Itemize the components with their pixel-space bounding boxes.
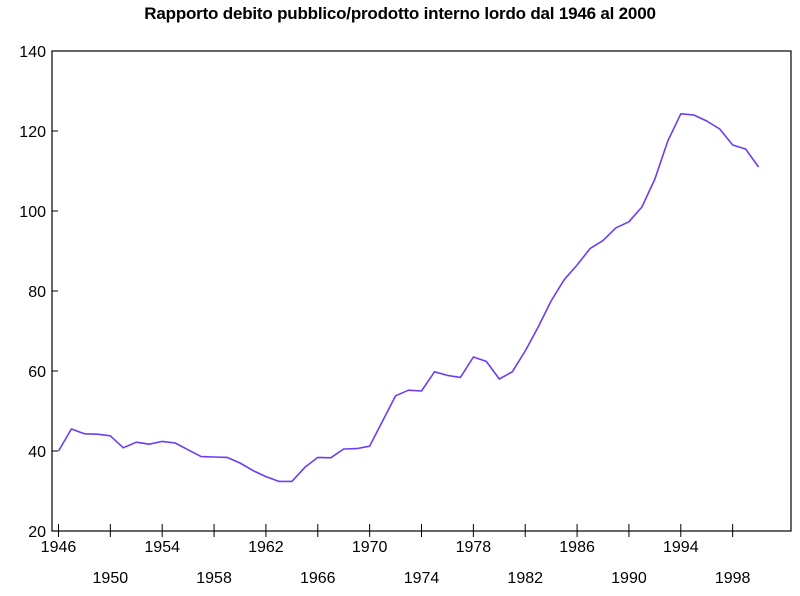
data-point <box>641 206 642 207</box>
x-tick-label: 1958 <box>196 570 232 587</box>
data-point <box>538 326 539 327</box>
data-point <box>434 371 435 372</box>
data-point <box>175 442 176 443</box>
data-point <box>745 148 746 149</box>
data-point <box>602 240 603 241</box>
data-point <box>758 166 759 167</box>
data-point <box>512 371 513 372</box>
data-point <box>693 114 694 115</box>
x-tick-label: 1950 <box>93 570 129 587</box>
y-tick-label: 80 <box>28 284 46 301</box>
x-tick-label: 1962 <box>248 539 284 556</box>
x-tick-label: 1954 <box>144 539 180 556</box>
x-tick-label: 1974 <box>404 570 440 587</box>
data-point <box>226 457 227 458</box>
data-point <box>330 457 331 458</box>
data-point <box>706 120 707 121</box>
data-point <box>719 128 720 129</box>
y-tick-label: 20 <box>28 524 46 541</box>
data-point <box>58 450 59 451</box>
data-point <box>252 470 253 471</box>
x-tick-label: 1998 <box>715 570 751 587</box>
data-point <box>576 264 577 265</box>
data-point <box>71 428 72 429</box>
x-tick-label: 1978 <box>456 539 492 556</box>
y-tick-label: 40 <box>28 444 46 461</box>
plot-frame <box>51 50 792 532</box>
data-point <box>110 435 111 436</box>
y-tick-label: 100 <box>19 204 46 221</box>
data-point <box>732 144 733 145</box>
y-tick-label: 60 <box>28 364 46 381</box>
data-point <box>304 467 305 468</box>
data-point <box>149 444 150 445</box>
data-point <box>278 481 279 482</box>
data-point <box>421 390 422 391</box>
x-tick-label: 1986 <box>559 539 595 556</box>
ticks: 20 40 60 80 100 120 140 1946 1954 1962 1970 1978 198… <box>19 44 750 587</box>
data-point <box>525 350 526 351</box>
data-point <box>200 456 201 457</box>
data-point <box>123 447 124 448</box>
y-tick-label: 140 <box>19 44 46 61</box>
data-point <box>356 448 357 449</box>
data-point <box>343 448 344 449</box>
x-tick-label: 1970 <box>352 539 388 556</box>
data-point <box>473 356 474 357</box>
data-point <box>382 420 383 421</box>
data-point <box>589 248 590 249</box>
data-point <box>499 378 500 379</box>
data-point <box>369 446 370 447</box>
data-point <box>615 227 616 228</box>
x-tick-label: 1990 <box>611 570 647 587</box>
y-tick-label: 120 <box>19 124 46 141</box>
data-point <box>667 140 668 141</box>
data-point <box>265 476 266 477</box>
data-point <box>213 456 214 457</box>
data-point <box>291 481 292 482</box>
data-point <box>408 390 409 391</box>
data-point <box>551 300 552 301</box>
data-point <box>162 441 163 442</box>
axes <box>51 50 792 532</box>
data-point <box>188 449 189 450</box>
data-point <box>654 178 655 179</box>
x-tick-label: 1982 <box>507 570 543 587</box>
data-point <box>317 457 318 458</box>
data-point <box>239 462 240 463</box>
x-tick-label: 1946 <box>41 539 77 556</box>
data-point <box>136 442 137 443</box>
x-tick-label: 1994 <box>663 539 699 556</box>
data-point <box>680 113 681 114</box>
series-line <box>57 113 760 483</box>
data-point <box>460 377 461 378</box>
data-point <box>447 375 448 376</box>
data-point <box>97 434 98 435</box>
x-tick-label: 1966 <box>300 570 336 587</box>
data-point <box>486 361 487 362</box>
chart-title: Rapporto debito pubblico/prodotto intern… <box>144 4 656 23</box>
data-point <box>564 279 565 280</box>
data-point <box>628 221 629 222</box>
data-point <box>84 433 85 434</box>
data-point <box>395 395 396 396</box>
series <box>57 113 760 483</box>
